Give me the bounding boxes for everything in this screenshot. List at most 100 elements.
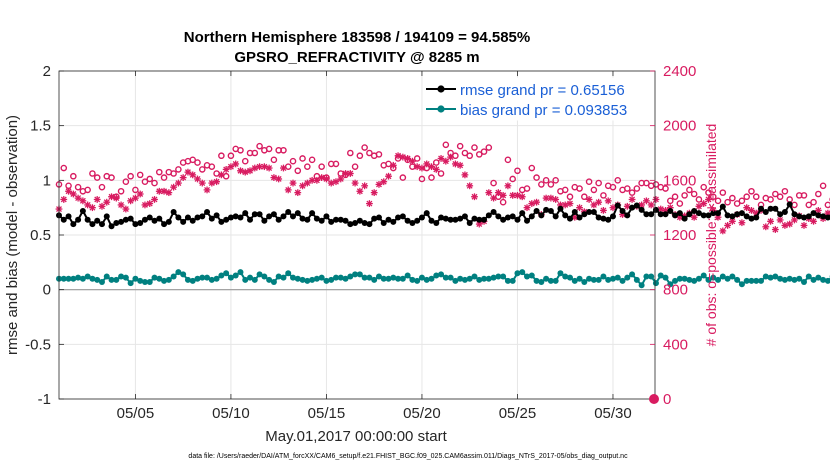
rmse-point (772, 205, 779, 212)
possible-obs-point (705, 189, 712, 196)
rmse-point (352, 219, 359, 226)
asterisk-stroke (404, 155, 411, 162)
assimilated-obs-point (318, 174, 326, 182)
asterisk-stroke (390, 162, 397, 169)
possible-obs-point (509, 175, 516, 183)
rmse-point (318, 217, 325, 224)
asterisk-stroke (285, 186, 292, 193)
bias-point (113, 276, 120, 283)
possible-obs-point (198, 166, 206, 173)
possible-obs-point (552, 177, 559, 184)
possible-obs-point (299, 155, 306, 162)
assimilated-obs-point (170, 183, 178, 191)
rmse-point (519, 210, 526, 217)
possible-obs-point (700, 183, 708, 191)
asterisk-stroke (204, 186, 211, 193)
possible-obs-point (681, 192, 688, 199)
rmse-point (237, 214, 244, 221)
rmse-point (266, 213, 273, 220)
asterisk-stroke (500, 192, 507, 199)
assimilated-obs-point (494, 189, 502, 197)
assimilated-obs-point (141, 201, 149, 209)
asterisk-stroke (333, 178, 339, 185)
assimilated-obs-point (509, 191, 517, 199)
bias-point (700, 272, 707, 279)
asterisk-stroke (347, 170, 354, 177)
asterisk-stroke (610, 204, 616, 211)
rmse-point (705, 212, 712, 219)
bias-point (485, 275, 492, 282)
bias-point (175, 269, 182, 276)
possible-obs-point (70, 172, 77, 180)
possible-obs-point (308, 156, 316, 164)
assimilated-obs-point (84, 201, 92, 209)
asterisk-stroke (247, 167, 253, 174)
rmse-point (452, 216, 459, 223)
assimilated-obs-point (461, 171, 469, 179)
asterisk-stroke (791, 217, 798, 223)
assimilated-obs-point (518, 193, 526, 201)
assimilated-obs-point (690, 213, 698, 221)
rmse-point (328, 218, 335, 225)
rmse-point (762, 209, 769, 216)
rmse-point (595, 214, 602, 221)
bias-point (94, 276, 101, 283)
bias-point (753, 277, 760, 284)
bias-point (571, 277, 578, 284)
asterisk-stroke (695, 203, 702, 210)
assimilated-obs-point (609, 204, 617, 212)
possible-obs-point (576, 185, 583, 192)
x-axis-label: May.01,2017 00:00:00 start (265, 428, 447, 445)
asterisk-stroke (184, 169, 191, 176)
rmse-point (753, 214, 760, 221)
bias-point (748, 277, 755, 284)
asterisk-stroke (724, 222, 731, 229)
bias-point (280, 274, 287, 281)
bias-point (801, 279, 807, 286)
rmse-point (681, 215, 688, 222)
asterisk-stroke (543, 195, 550, 202)
rmse-point (686, 211, 693, 218)
bias-point (390, 274, 397, 281)
rmse-point (557, 205, 564, 212)
possible-obs-point (714, 197, 722, 205)
bias-point (194, 275, 201, 282)
rmse-point (294, 210, 301, 217)
bias-point (261, 273, 268, 280)
bias-point (189, 277, 196, 284)
x-tick-label: 05/30 (594, 405, 632, 422)
possible-obs-point (824, 201, 830, 209)
assimilated-obs-point (241, 168, 249, 176)
bias-point (118, 273, 125, 280)
asterisk-stroke (385, 173, 392, 180)
axis-ticks: 05/05 05/10 05/15 05/20 05/25 05/30 -1 -0.5 0 0.5… (25, 63, 696, 422)
assimilated-obs-point (222, 165, 230, 173)
rmse-point (490, 209, 497, 216)
bias-point (547, 277, 554, 284)
rmse-point (170, 209, 177, 216)
asterisk-stroke (223, 166, 230, 173)
rmse-point (180, 218, 187, 225)
assimilated-obs-point (294, 189, 302, 197)
assimilated-obs-point (280, 164, 287, 172)
asterisk-stroke (132, 195, 139, 202)
possible-obs-point (74, 183, 82, 191)
assimilated-obs-point (695, 202, 703, 210)
possible-obs-point (724, 198, 731, 206)
bias-point (633, 276, 640, 283)
assimilated-obs-point (299, 182, 306, 190)
bias-point (605, 276, 612, 283)
asterisk-stroke (199, 180, 206, 187)
assimilated-obs-point (327, 179, 335, 187)
possible-obs-point (289, 157, 297, 165)
assimilated-obs-point (217, 171, 225, 179)
possible-obs-point (614, 177, 622, 184)
bias-point (495, 273, 502, 280)
y-tick-label: -1 (38, 391, 51, 408)
asterisk-stroke (227, 163, 234, 170)
bias-point (156, 275, 163, 282)
asterisk-stroke (438, 155, 445, 162)
bias-point (738, 281, 745, 288)
bias-point (409, 276, 416, 283)
bias-point (151, 274, 158, 281)
